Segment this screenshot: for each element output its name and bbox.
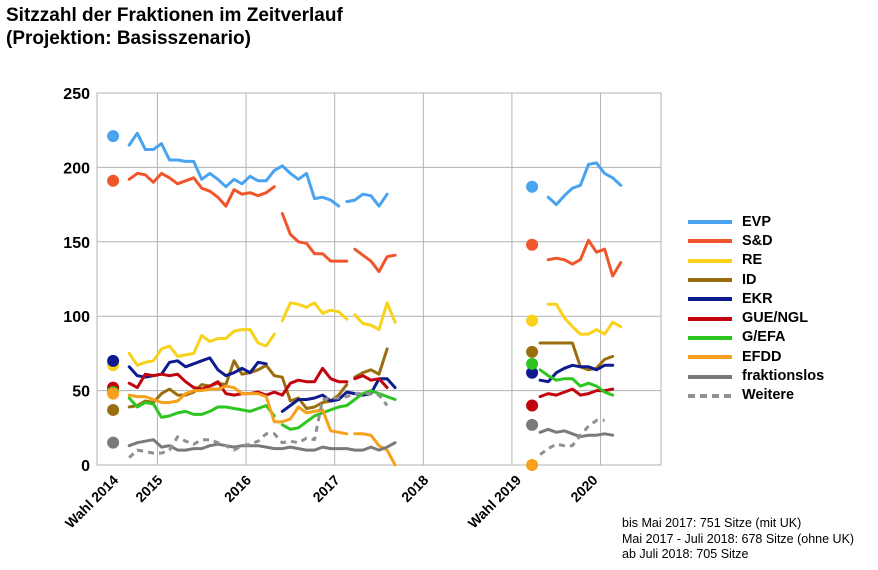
- x-tick-label-0: Wahl 2014: [62, 472, 122, 532]
- series-line-5-0: [127, 366, 349, 397]
- series-line-3-1: [353, 347, 389, 379]
- chart-title-line-2: (Projektion: Basisszenario): [6, 28, 251, 49]
- legend-item-8: fraktionslos: [686, 366, 824, 385]
- series-line-2-3: [546, 302, 623, 336]
- note-line-1: bis Mai 2017: 751 Sitze (mit UK): [622, 516, 802, 530]
- y-tick-label-200: 200: [63, 160, 90, 177]
- series-marker-0-0: [107, 130, 120, 143]
- legend-label-5: GUE/NGL: [742, 310, 809, 327]
- series-line-0-1: [280, 164, 341, 208]
- series-line-9-0: [128, 392, 389, 459]
- legend-item-4: EKR: [686, 289, 824, 308]
- legend-label-6: G/EFA: [742, 329, 786, 346]
- chart-title-line-1: Sitzzahl der Fraktionen im Zeitverlauf: [6, 5, 343, 26]
- series-line-6-1: [280, 389, 397, 431]
- legend-item-9: Weitere: [686, 386, 824, 405]
- series-marker-3-1: [526, 345, 539, 358]
- series-line-0-3: [546, 161, 623, 207]
- legend-label-3: ID: [742, 271, 757, 288]
- legend-key-0: [688, 220, 732, 225]
- series-marker-8-0: [107, 436, 120, 449]
- y-tick-label-0: 0: [81, 458, 90, 475]
- seat-count-notes: bis Mai 2017: 751 Sitze (mit UK) Mai 201…: [622, 516, 854, 563]
- legend-key-1: [688, 239, 732, 244]
- legend-key-5: [688, 316, 732, 321]
- series-line-3-0: [127, 359, 349, 410]
- chart-title: Sitzzahl der Fraktionen im Zeitverlauf (…: [6, 4, 343, 50]
- series-line-7-0: [127, 384, 284, 424]
- series-marker-7-0: [107, 387, 120, 400]
- series-line-1-2: [353, 247, 397, 274]
- legend-label-2: RE: [742, 252, 763, 269]
- series-marker-4-0: [107, 354, 120, 367]
- series-marker-3-0: [107, 403, 120, 416]
- series-marker-4-1: [526, 366, 539, 379]
- legend-key-7: [688, 355, 732, 360]
- legend-key-4: [688, 297, 732, 302]
- x-tick-label-2: 2016: [221, 472, 254, 505]
- legend-item-1: S&D: [686, 231, 824, 250]
- legend-key-6: [688, 335, 732, 340]
- y-tick-label-50: 50: [72, 384, 90, 401]
- plot-area-border: [96, 92, 662, 466]
- x-tick-label-6: 2020: [567, 472, 600, 505]
- legend-label-0: EVP: [742, 213, 772, 230]
- series-marker-8-1: [526, 418, 539, 431]
- chart-legend: EVP S&D RE ID EKR GUE/NGL G/EFA EFDD fraktionslo…: [686, 212, 824, 405]
- series-line-7-1: [280, 405, 349, 436]
- legend-key-8: [688, 374, 732, 379]
- x-tick-label-4: 2018: [398, 472, 431, 505]
- series-line-8-1: [538, 427, 615, 439]
- series-marker-7-1: [526, 459, 539, 471]
- x-tick-label-3: 2017: [309, 472, 342, 505]
- legend-label-9: Weitere: [742, 387, 795, 404]
- series-line-5-1: [353, 374, 389, 390]
- legend-item-2: RE: [686, 251, 824, 270]
- legend-item-0: EVP: [686, 212, 824, 231]
- series-marker-0-1: [526, 180, 539, 193]
- legend-item-5: GUE/NGL: [686, 308, 824, 327]
- legend-key-9: [688, 393, 732, 398]
- series-line-4-2: [538, 363, 615, 384]
- series-line-0-2: [345, 192, 389, 208]
- y-tick-label-150: 150: [63, 235, 90, 252]
- series-line-2-2: [353, 301, 397, 332]
- series-line-8-0: [127, 438, 397, 452]
- series-line-9-1: [539, 418, 605, 456]
- series-line-1-0: [127, 171, 276, 208]
- legend-label-7: EFDD: [742, 348, 782, 365]
- legend-label-8: fraktionslos: [742, 368, 825, 385]
- legend-key-3: [688, 278, 732, 283]
- legend-item-3: ID: [686, 270, 824, 289]
- series-line-0-0: [127, 131, 284, 189]
- series-line-1-1: [280, 212, 349, 263]
- legend-item-7: EFDD: [686, 347, 824, 366]
- legend-item-6: G/EFA: [686, 328, 824, 347]
- series-marker-6-1: [526, 357, 539, 370]
- x-tick-label-5: Wahl 2019: [465, 472, 525, 532]
- note-line-3: ab Juli 2018: 705 Sitze: [622, 547, 749, 561]
- series-marker-1-0: [107, 174, 120, 187]
- legend-label-1: S&D: [742, 232, 773, 249]
- series-line-6-2: [538, 368, 615, 397]
- x-tick-label-1: 2015: [132, 472, 165, 505]
- series-line-6-0: [127, 396, 276, 419]
- series-marker-2-1: [526, 314, 539, 327]
- series-line-2-1: [280, 301, 349, 323]
- note-line-2: Mai 2017 - Juli 2018: 678 Sitze (ohne UK…: [622, 531, 855, 546]
- series-line-7-2: [353, 432, 397, 467]
- y-tick-label-250: 250: [63, 86, 90, 103]
- legend-label-4: EKR: [742, 290, 773, 307]
- series-line-2-0: [127, 328, 276, 367]
- y-tick-label-100: 100: [63, 309, 90, 326]
- series-marker-1-1: [526, 238, 539, 251]
- series-line-3-2: [538, 341, 615, 372]
- series-marker-5-1: [526, 399, 539, 412]
- series-line-1-3: [546, 238, 623, 278]
- legend-key-2: [688, 258, 732, 263]
